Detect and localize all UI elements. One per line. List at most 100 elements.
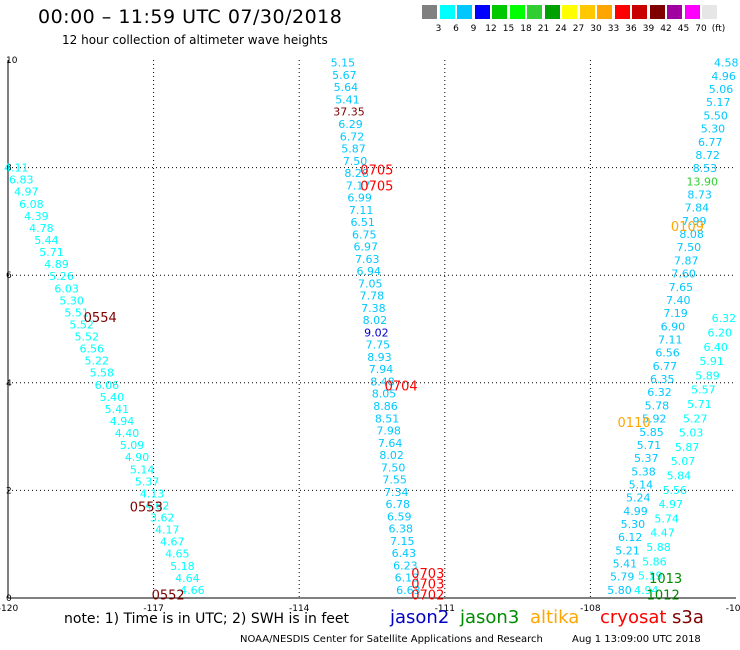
wave-height-value: 5.44: [34, 234, 59, 247]
wave-height-value: 4.97: [658, 498, 683, 511]
wave-height-value: 4.58: [714, 57, 739, 70]
time-label: 0702: [411, 588, 444, 603]
wave-height-value: 4.17: [155, 524, 180, 537]
x-tick-label: -111: [435, 604, 455, 614]
wave-height-value: 7.15: [390, 535, 415, 548]
wave-height-value: 7.75: [366, 339, 391, 352]
wave-height-value: 5.86: [642, 555, 667, 568]
colorbar-label: 30: [590, 24, 602, 34]
colorbar-label: 33: [607, 24, 620, 34]
wave-height-value: 8.93: [367, 351, 392, 364]
grid-lines: [8, 60, 736, 598]
wave-height-value: 6.56: [80, 343, 105, 356]
colorbar-label: 15: [502, 24, 515, 34]
colorbar-label: 45: [677, 24, 690, 34]
wave-height-value: 5.80: [607, 584, 632, 597]
wave-height-value: 4.89: [44, 258, 69, 271]
time-label: 0703: [411, 567, 444, 582]
wave-height-value: 6.12: [618, 531, 643, 544]
wave-height-value: 5.51: [64, 306, 89, 319]
wave-height-value: 4.96: [711, 70, 736, 83]
wave-height-value: 7.98: [376, 425, 401, 438]
wave-height-value: 6.56: [655, 347, 680, 360]
x-tick-label: -105: [726, 604, 740, 614]
time-label: 0705: [360, 179, 393, 194]
colorbar-swatch: [649, 5, 665, 19]
time-label: 0109: [671, 220, 704, 235]
wave-height-value: 6.83: [9, 174, 34, 187]
wave-height-value: 5.67: [332, 69, 357, 82]
wave-height-value: 4.67: [160, 536, 185, 549]
wave-height-value: 5.15: [331, 57, 356, 70]
colorbar-swatch: [439, 5, 455, 19]
wave-height-value: 4.65: [165, 548, 190, 561]
wave-height-value: 7.94: [369, 363, 394, 376]
wave-height-value: 5.27: [683, 412, 708, 425]
wave-height-value: 5.52: [74, 331, 99, 344]
wave-height-value: 5.03: [679, 427, 704, 440]
wave-height-value: 6.20: [708, 327, 733, 340]
wave-height-value: 7.78: [360, 290, 385, 303]
colorbar-label: 9: [470, 24, 477, 34]
wave-height-value: 7.17: [346, 179, 371, 192]
wave-height-value: 8.73: [687, 189, 712, 202]
colorbar-swatch: [457, 5, 472, 19]
wave-height-value: 6.43: [392, 547, 417, 560]
data-marks: 4.116.834.976.084.394.785.445.714.895.26…: [4, 57, 739, 604]
wave-height-value: 6.08: [19, 198, 44, 211]
wave-height-value: 5.41: [335, 93, 360, 106]
wave-height-value: 5.37: [135, 475, 160, 488]
wave-height-value: 5.37: [634, 452, 659, 465]
wave-height-value: 7.50: [381, 461, 406, 474]
colorbar-label: 21: [537, 24, 550, 34]
wave-height-value: 6.23: [393, 559, 418, 572]
legend-item-cryosat: cryosat: [600, 607, 667, 628]
wave-height-value: 8.02: [379, 449, 404, 462]
wave-height-value: 5.64: [334, 81, 359, 94]
chart-subtitle: 12 hour collection of altimeter wave hei…: [62, 33, 328, 47]
wave-height-value: 4.94: [110, 415, 135, 428]
wave-height-value: 4.39: [24, 210, 49, 223]
wave-height-value: 5.06: [709, 83, 734, 96]
wave-height-value: 6.29: [338, 118, 363, 131]
colorbar-label: 12: [485, 24, 497, 34]
wave-height-value: 6.13: [395, 572, 420, 585]
legend-item-s3a: s3a: [672, 607, 704, 628]
wave-height-value: 6.77: [698, 136, 723, 149]
wave-height-value: 6.40: [703, 341, 728, 354]
wave-height-value: 4.64: [175, 572, 200, 585]
wave-height-value: 6.77: [653, 360, 678, 373]
time-label: 0553: [130, 501, 163, 516]
wave-height-value: 4.94: [634, 584, 659, 597]
colorbar-swatch: [597, 5, 612, 19]
wave-height-value: 5.78: [645, 399, 670, 412]
wave-height-value: 7.05: [358, 277, 383, 290]
wave-height-value: 7.63: [355, 253, 380, 266]
time-label: 0554: [84, 311, 117, 326]
wave-height-value: 5.26: [49, 270, 74, 283]
wave-height-value: 6.97: [353, 241, 378, 254]
wave-height-value: 8.53: [693, 162, 718, 175]
wave-height-value: 5.19: [638, 570, 663, 583]
wave-height-value: 7.11: [349, 204, 374, 217]
wave-height-value: 8.02: [363, 314, 388, 327]
wave-height-value: 6.35: [650, 373, 675, 386]
colorbar-label: (ft): [711, 24, 726, 34]
chart-title: 00:00 – 11:59 UTC 07/30/2018: [38, 6, 343, 28]
colorbar-swatch: [527, 5, 542, 19]
wave-height-value: 5.21: [615, 544, 640, 557]
y-tick-label: 10: [6, 56, 18, 66]
wave-height-value: 6.72: [340, 130, 365, 143]
wave-height-value: 5.22: [85, 355, 110, 368]
wave-height-value: 7.55: [382, 474, 407, 487]
wave-height-value: 5.91: [699, 355, 724, 368]
wave-height-value: 5.84: [667, 470, 692, 483]
wave-height-value: 5.52: [69, 318, 94, 331]
footnote: note: 1) Time is in UTC; 2) SWH is in fe…: [64, 611, 350, 627]
wave-height-value: 4.13: [140, 487, 165, 500]
y-tick-label: 2: [6, 486, 12, 496]
wave-height-value: 6.78: [385, 498, 410, 511]
x-tick-label: -114: [289, 604, 310, 614]
wave-height-value: 5.50: [703, 109, 728, 122]
